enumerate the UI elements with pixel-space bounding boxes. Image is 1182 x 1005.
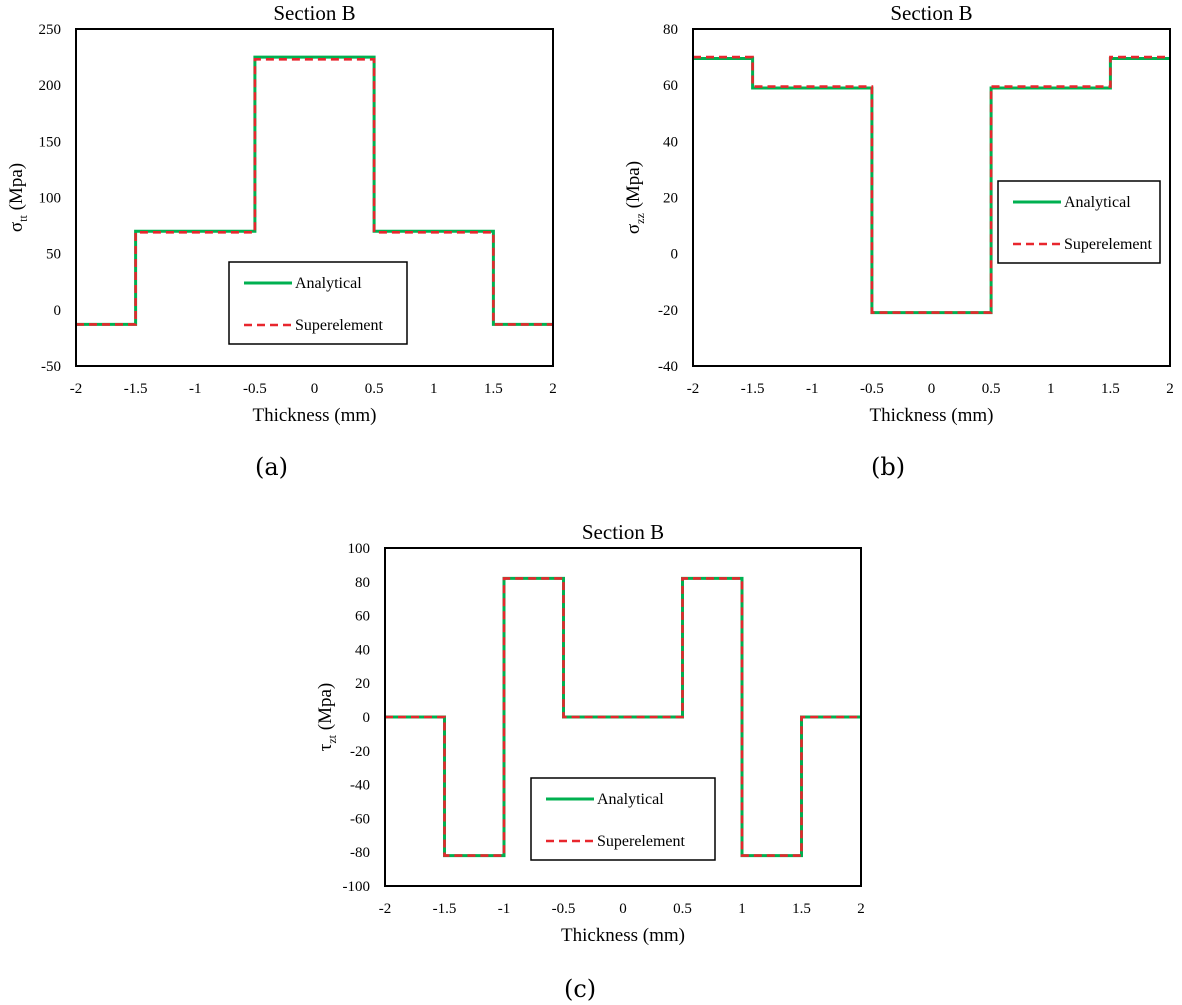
legend-box [997,180,1161,264]
x-tick-label: -1.5 [124,381,148,397]
legend-label-analytical: Analytical [597,791,664,808]
x-tick-label: 1 [1047,381,1055,397]
y-tick-label: 0 [363,710,371,726]
x-tick-label: 0.5 [365,381,384,397]
legend-label-superelement: Superelement [597,833,686,850]
y-tick-label: 80 [355,575,370,591]
chart-title: Section B [890,1,972,25]
legend-box [530,777,716,861]
chart-title: Section B [273,1,355,25]
x-tick-label: -1.5 [433,901,457,917]
x-tick-label: -0.5 [243,381,267,397]
x-tick-label: -0.5 [860,381,884,397]
y-tick-label: 50 [46,247,61,263]
x-tick-label: 0.5 [982,381,1001,397]
y-tick-label: 150 [39,134,62,150]
x-tick-label: -1 [189,381,202,397]
x-tick-label: -1 [498,901,511,917]
legend-box [228,261,408,345]
legend-label-analytical: Analytical [1064,194,1131,211]
x-tick-label: -2 [379,901,392,917]
x-tick-label: 1 [430,381,438,397]
chart-c: Section B -2 -1.5 -1 -0.5 0 0.5 1 1.5 2 -100 -80 -60… [315,520,865,946]
legend-label-analytical: Analytical [295,275,362,292]
series-line-superelement [76,57,553,326]
plot-frame [692,28,1171,367]
caption-c: (c) [564,975,597,1003]
y-tick-label: 40 [355,642,370,658]
x-axis-label: Thickness (mm) [869,405,993,426]
x-tick-label: 1.5 [484,381,503,397]
x-tick-label: 1.5 [1101,381,1120,397]
series-line-superelement [693,55,1170,314]
y-tick-label: -60 [350,811,370,827]
y-tick-label: 250 [39,22,62,38]
y-tick-label: -40 [658,359,678,375]
x-tick-label: -1.5 [741,381,765,397]
x-axis-label: Thickness (mm) [561,925,685,946]
y-tick-label: 100 [348,541,371,557]
chart-title: Section B [582,520,664,544]
y-tick-label: 40 [663,134,678,150]
x-tick-label: 0.5 [673,901,692,917]
x-tick-label: -2 [70,381,83,397]
plot-frame [75,28,554,367]
legend-label-superelement: Superelement [295,317,384,334]
x-tick-label: -0.5 [552,901,576,917]
y-tick-label: 60 [355,609,370,625]
y-tick-label: -20 [658,303,678,319]
x-tick-label: -1 [806,381,819,397]
x-tick-label: 1.5 [792,901,811,917]
y-tick-label: 60 [663,78,678,94]
x-tick-label: 2 [549,381,557,397]
x-tick-label: 2 [1166,381,1174,397]
y-tick-label: 20 [355,676,370,692]
chart-a: Section B -2 -1.5 -1 -0.5 0 0.5 1 1.5 2 -50 0 50 100 1… [6,1,557,426]
y-tick-label: 0 [54,303,62,319]
legend-label-superelement: Superelement [1064,236,1153,253]
y-axis-label: σzz (Mpa) [623,161,647,234]
y-tick-label: 20 [663,191,678,207]
x-tick-label: 2 [857,901,865,917]
y-tick-label: -100 [343,879,371,895]
y-tick-label: -80 [350,845,370,861]
caption-a: (a) [255,453,289,481]
plot-frame [384,547,862,887]
caption-b: (b) [871,453,906,481]
y-axis-label: σtt (Mpa) [6,163,30,232]
y-tick-label: -50 [41,359,61,375]
x-axis-label: Thickness (mm) [252,405,376,426]
y-tick-label: -40 [350,778,370,794]
chart-b: Section B -2 -1.5 -1 -0.5 0 0.5 1 1.5 2 -40 -20 0 20 4… [623,1,1174,426]
y-tick-label: 200 [39,78,62,94]
y-tick-label: 80 [663,22,678,38]
series-line-superelement [385,577,861,857]
y-tick-label: -20 [350,744,370,760]
x-tick-label: 0 [928,381,936,397]
y-tick-label: 100 [39,191,62,207]
x-tick-label: -2 [687,381,700,397]
x-tick-label: 1 [738,901,746,917]
y-axis-label: τzt (Mpa) [315,683,339,752]
x-tick-label: 0 [619,901,627,917]
y-tick-label: 0 [671,247,679,263]
x-tick-label: 0 [311,381,319,397]
